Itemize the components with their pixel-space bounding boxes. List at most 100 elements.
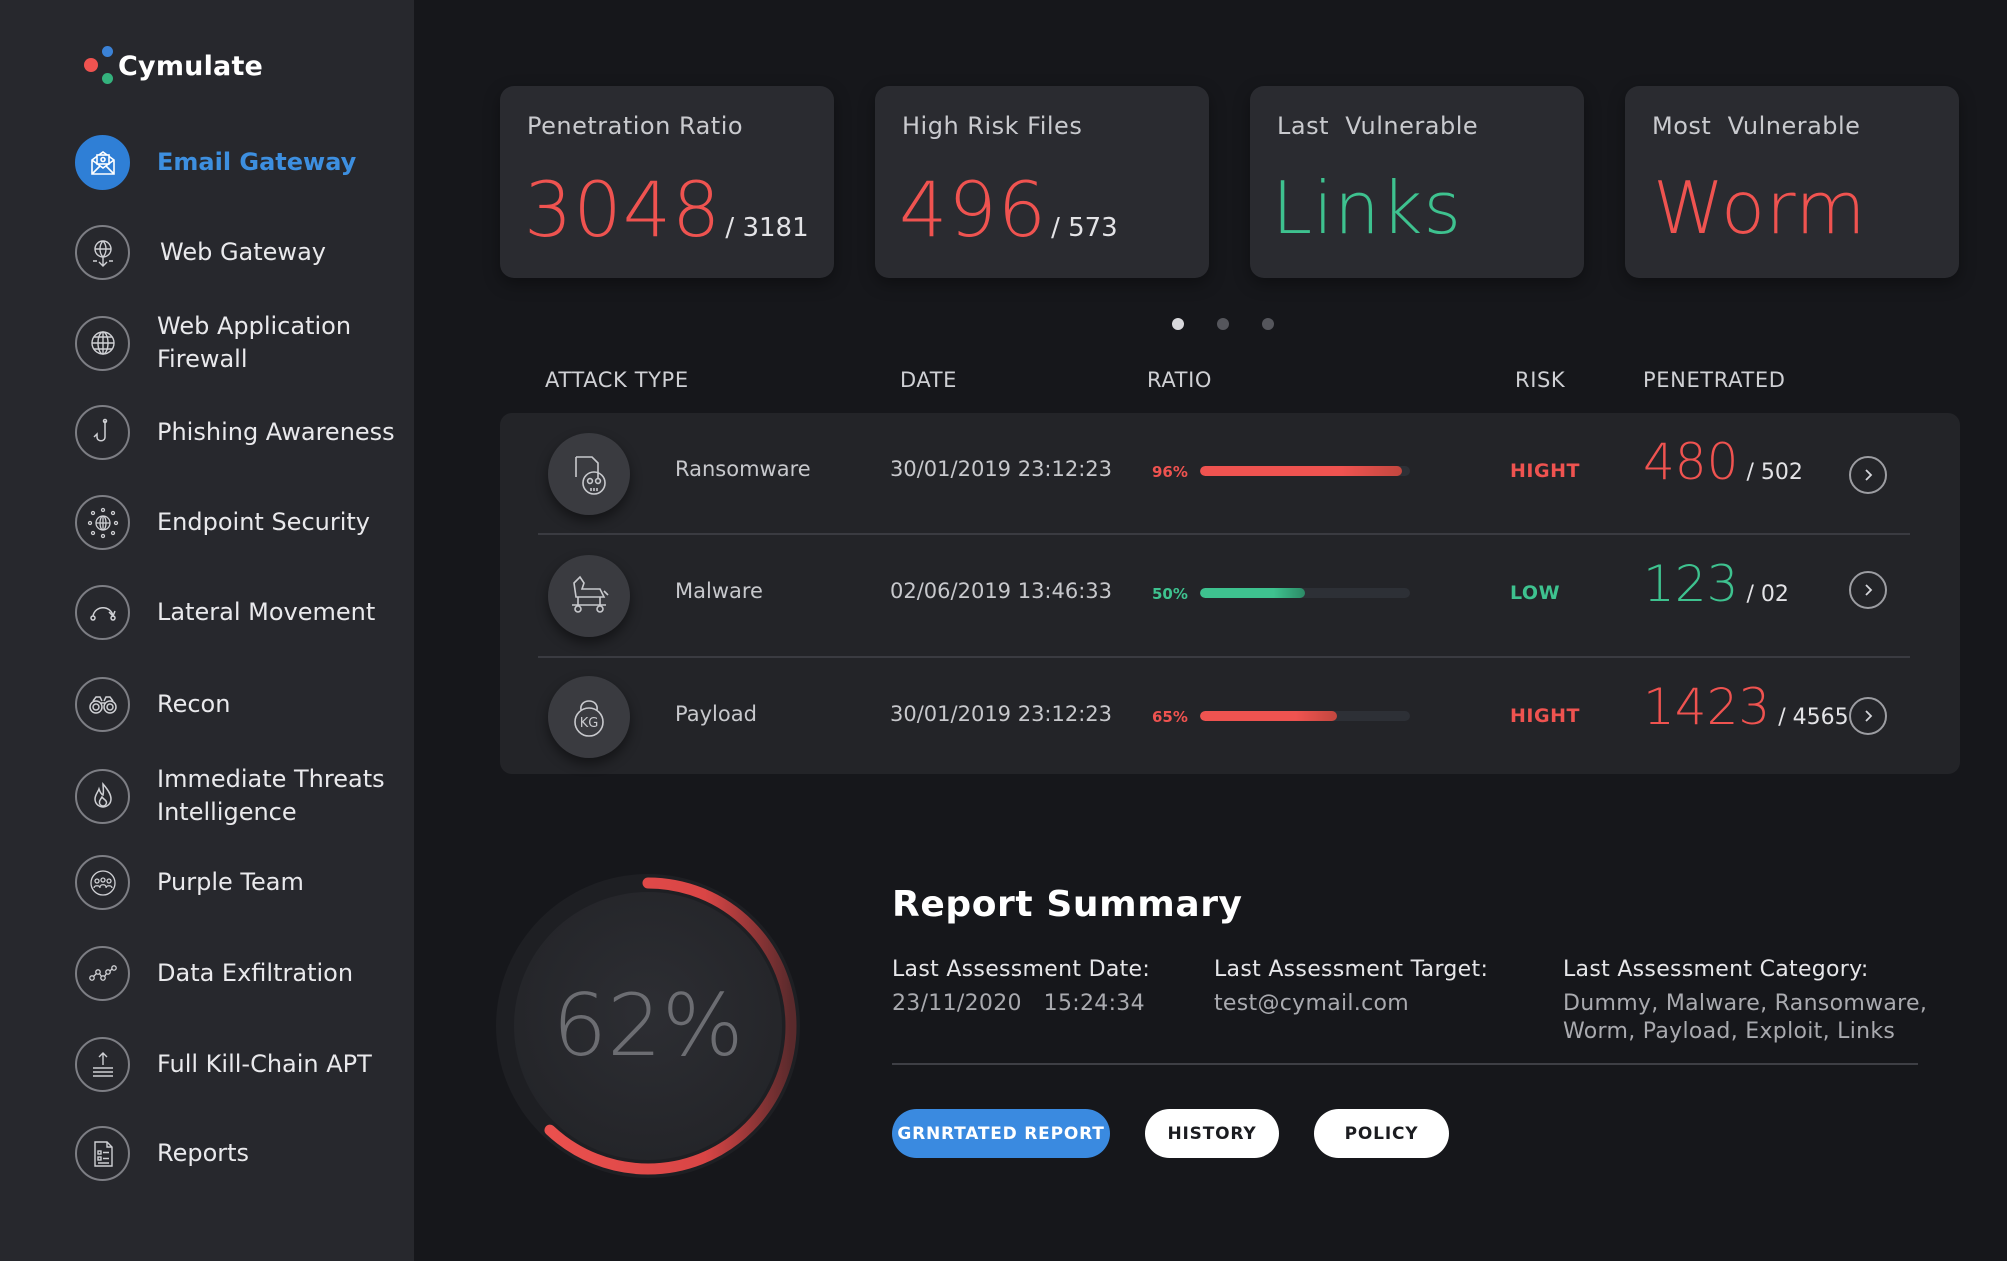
row-divider bbox=[538, 656, 1910, 658]
card-title: Penetration Ratio bbox=[527, 112, 744, 140]
risk-badge: LOW bbox=[1510, 582, 1561, 604]
sidebar-item-label: Web Gateway bbox=[160, 238, 326, 266]
card-last-vulnerable: Last Vulnerable Links bbox=[1250, 86, 1584, 278]
risk-badge: HIGHT bbox=[1510, 705, 1580, 727]
attack-name: Ransomware bbox=[675, 457, 811, 481]
ratio-bar-fill bbox=[1200, 588, 1305, 598]
svg-text:KG: KG bbox=[580, 716, 599, 731]
chevron-right-icon bbox=[1865, 710, 1873, 722]
sidebar-item-full-kill-chain-apt[interactable]: Full Kill-Chain APT bbox=[75, 1037, 395, 1092]
sidebar-item-label: Immediate Threats Intelligence bbox=[157, 765, 385, 826]
team-icon bbox=[75, 855, 130, 910]
ratio-bar bbox=[1200, 711, 1410, 721]
row-details-button[interactable] bbox=[1849, 697, 1887, 735]
ratio-percent: 50% bbox=[1152, 585, 1188, 603]
column-header-attack-type[interactable]: ATTACK TYPE bbox=[545, 368, 689, 392]
report-summary-title: Report Summary bbox=[892, 884, 1243, 925]
card-value-main: 3048 bbox=[524, 165, 722, 254]
last-assessment-target-label: Last Assessment Target: bbox=[1214, 957, 1489, 982]
column-header-risk[interactable]: RISK bbox=[1515, 368, 1566, 392]
row-details-button[interactable] bbox=[1849, 456, 1887, 494]
carousel-dot[interactable] bbox=[1262, 318, 1274, 330]
card-high-risk-files: High Risk Files 496 / 573 bbox=[875, 86, 1209, 278]
brand-name: Cymulate bbox=[118, 50, 264, 82]
penetrated-value: 480 bbox=[1643, 433, 1739, 491]
column-header-penetrated[interactable]: PENETRATED bbox=[1643, 368, 1786, 392]
attack-date: 30/01/2019 23:12:23 bbox=[890, 457, 1113, 481]
attack-table: Ransomware 30/01/2019 23:12:23 96% HIGHT… bbox=[500, 413, 1960, 774]
column-header-date[interactable]: DATE bbox=[900, 368, 958, 392]
globe-icon bbox=[75, 315, 130, 371]
hook-icon bbox=[75, 405, 130, 460]
history-button[interactable]: HISTORY bbox=[1145, 1109, 1279, 1158]
sidebar-item-phishing-awareness[interactable]: Phishing Awareness bbox=[75, 405, 395, 460]
card-value: 496 / 573 bbox=[899, 172, 1118, 248]
row-divider bbox=[538, 533, 1910, 535]
table-row[interactable]: KG Payload 30/01/2019 23:12:23 65% HIGHT… bbox=[500, 658, 1960, 778]
card-value: Links bbox=[1272, 172, 1462, 244]
assessment-gauge bbox=[496, 874, 800, 1178]
arc-arrow-icon bbox=[75, 585, 130, 640]
sidebar-item-endpoint-security[interactable]: Endpoint Security bbox=[75, 495, 395, 550]
sidebar-item-email-gateway[interactable]: Email Gateway bbox=[75, 135, 395, 190]
flame-icon bbox=[75, 768, 130, 824]
card-value: Worm bbox=[1653, 172, 1867, 244]
gauge-percent: 62% bbox=[552, 976, 744, 1076]
last-assessment-category-value: Dummy, Malware, Ransomware, Worm, Payloa… bbox=[1563, 991, 1928, 1044]
brand-logo[interactable]: Cymulate bbox=[82, 44, 263, 88]
policy-button[interactable]: POLICY bbox=[1314, 1109, 1449, 1158]
binoculars-icon bbox=[75, 677, 130, 732]
attack-name: Payload bbox=[675, 702, 757, 726]
card-value: 3048 / 3181 bbox=[524, 172, 809, 248]
ratio-bar bbox=[1200, 466, 1410, 476]
last-assessment-category-label: Last Assessment Category: bbox=[1563, 957, 1869, 982]
card-penetration-ratio: Penetration Ratio 3048 / 3181 bbox=[500, 86, 834, 278]
generated-report-button[interactable]: GRNRTATED REPORT bbox=[892, 1109, 1110, 1158]
sidebar-item-web-application-firewall[interactable]: Web Application Firewall bbox=[75, 310, 395, 376]
graph-icon bbox=[75, 946, 130, 1001]
gauge-progress-arc bbox=[499, 877, 797, 1175]
gauge-inner-disc bbox=[514, 892, 782, 1160]
row-details-button[interactable] bbox=[1849, 571, 1887, 609]
trojan-horse-icon bbox=[548, 555, 630, 637]
penetrated-count: 1423 / 4565 bbox=[1643, 682, 1849, 732]
card-title: Most Vulnerable bbox=[1652, 112, 1861, 140]
sidebar-item-label: Endpoint Security bbox=[157, 508, 370, 536]
ratio-percent: 96% bbox=[1152, 463, 1188, 481]
carousel-dot[interactable] bbox=[1217, 318, 1229, 330]
table-row[interactable]: Ransomware 30/01/2019 23:12:23 96% HIGHT… bbox=[500, 413, 1960, 533]
logo-icon bbox=[82, 44, 114, 88]
table-row[interactable]: Malware 02/06/2019 13:46:33 50% LOW 123 … bbox=[500, 535, 1960, 655]
sidebar-item-label: Reports bbox=[157, 1139, 250, 1167]
ratio-percent: 65% bbox=[1152, 708, 1188, 726]
document-icon bbox=[75, 1126, 130, 1181]
sidebar-item-purple-team[interactable]: Purple Team bbox=[75, 855, 395, 910]
card-value-main: 496 bbox=[899, 165, 1048, 254]
sidebar-item-label: Web Application Firewall bbox=[157, 312, 352, 373]
chevron-right-icon bbox=[1865, 584, 1873, 596]
card-title: Last Vulnerable bbox=[1277, 112, 1479, 140]
sidebar-item-data-exfiltration[interactable]: Data Exfiltration bbox=[75, 946, 395, 1001]
upload-layers-icon bbox=[75, 1037, 130, 1092]
carousel-dot[interactable] bbox=[1172, 318, 1184, 330]
network-globe-icon bbox=[75, 495, 130, 550]
penetrated-total: / 02 bbox=[1746, 582, 1789, 607]
column-header-ratio[interactable]: RATIO bbox=[1147, 368, 1213, 392]
card-value-total: / 573 bbox=[1051, 213, 1118, 243]
sidebar-item-lateral-movement[interactable]: Lateral Movement bbox=[75, 585, 395, 640]
sidebar: Cymulate Email Gateway Web Gateway Web A… bbox=[0, 0, 414, 1261]
card-value-main: Worm bbox=[1653, 166, 1867, 250]
sidebar-item-recon[interactable]: Recon bbox=[75, 677, 395, 732]
sidebar-item-label: Email Gateway bbox=[157, 148, 357, 176]
sidebar-item-immediate-threats-intelligence[interactable]: Immediate Threats Intelligence bbox=[75, 763, 395, 829]
attack-date: 30/01/2019 23:12:23 bbox=[890, 702, 1113, 726]
penetrated-value: 1423 bbox=[1643, 678, 1771, 736]
sidebar-item-label: Data Exfiltration bbox=[157, 959, 354, 987]
chevron-right-icon bbox=[1865, 469, 1873, 481]
sidebar-item-label: Purple Team bbox=[157, 868, 304, 896]
sidebar-item-reports[interactable]: Reports bbox=[75, 1126, 395, 1181]
penetrated-count: 480 / 502 bbox=[1643, 437, 1803, 487]
sidebar-item-web-gateway[interactable]: Web Gateway bbox=[75, 225, 395, 280]
kettlebell-icon: KG bbox=[548, 676, 630, 758]
card-title: High Risk Files bbox=[902, 112, 1083, 140]
